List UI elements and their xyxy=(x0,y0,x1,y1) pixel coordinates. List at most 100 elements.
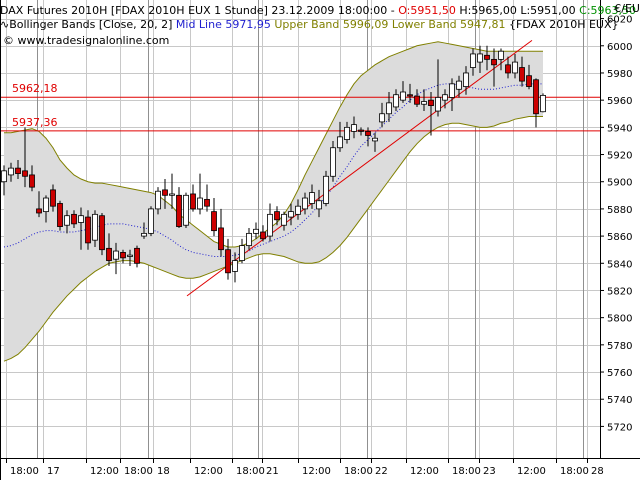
candle-down xyxy=(218,227,224,251)
candle-down xyxy=(71,213,77,225)
candle-down xyxy=(526,75,532,87)
y-tick-label: 5820 xyxy=(607,286,632,297)
candle-up xyxy=(470,53,476,68)
x-tick-label: 18:00 xyxy=(344,466,373,477)
y-axis: 5720 5740 5760 5780 5800 5820 5840 5860 5880 5900… xyxy=(600,15,632,433)
indicator-name: Bollinger Bands [Close, 20, 2] xyxy=(9,18,176,31)
candle-up xyxy=(113,250,119,260)
candle-up xyxy=(330,147,336,177)
candle-up xyxy=(372,137,378,142)
high-low-values: H:5965,00 L:5951,00 xyxy=(455,4,580,17)
candle-up xyxy=(183,194,189,226)
candle-down xyxy=(106,247,112,261)
x-tick-label: 23 xyxy=(483,466,496,477)
x-tick-label: 12:00 xyxy=(517,466,546,477)
candle-up xyxy=(498,50,504,60)
candle-up xyxy=(239,245,245,261)
horizontal-levels[interactable] xyxy=(0,96,600,132)
candle-down xyxy=(225,249,231,274)
level-label-lower: 5937,36 xyxy=(12,115,58,129)
candle-up xyxy=(386,102,392,115)
x-tick-label: 12:00 xyxy=(410,466,439,477)
indicator-header: ∿Bollinger Bands [Close, 20, 2] Mid Line… xyxy=(0,18,619,31)
candle-down xyxy=(15,167,21,174)
indicator-icon: ∿ xyxy=(0,18,10,31)
candle-up xyxy=(148,208,154,234)
candle-up xyxy=(267,213,273,237)
candle-up xyxy=(316,200,322,210)
candle-up xyxy=(232,260,238,272)
candle-down xyxy=(36,208,42,214)
x-tick-label: 22 xyxy=(375,466,388,477)
candle-down xyxy=(176,194,182,227)
candle-down xyxy=(99,215,105,251)
candle-down xyxy=(484,54,490,60)
candle-up xyxy=(477,53,483,63)
instrument-header: DAX Futures 2010H [FDAX 2010H EUX 1 Stun… xyxy=(0,4,636,17)
candle-down xyxy=(134,247,140,264)
instrument-title: DAX Futures 2010H [FDAX 2010H EUX 1 Stun… xyxy=(0,4,399,17)
y-tick-label: 5840 xyxy=(607,259,632,270)
candle-up xyxy=(302,197,308,210)
y-tick-label: 5880 xyxy=(607,205,632,216)
candle-up xyxy=(351,124,357,132)
x-tick-label: 18:00 xyxy=(452,466,481,477)
currency-label: €/EU xyxy=(614,2,640,15)
candle-down xyxy=(414,95,420,105)
candle-down xyxy=(50,189,56,207)
candle-down xyxy=(29,174,35,188)
close-value: C:5963,50 xyxy=(579,4,637,17)
candle-up xyxy=(449,83,455,98)
band-fill xyxy=(4,41,543,362)
candle-down xyxy=(428,99,434,106)
x-tick-label: 18:00 xyxy=(236,466,265,477)
copyright-text: © www.tradesignalonline.com xyxy=(3,34,170,47)
candle-up xyxy=(512,61,518,74)
candle-up xyxy=(197,197,203,210)
candle-up xyxy=(337,136,343,149)
candle-down xyxy=(204,198,210,207)
candle-up xyxy=(288,211,294,218)
candle-down xyxy=(533,79,539,115)
candle-up xyxy=(295,205,301,215)
x-tick-label: 17 xyxy=(47,466,60,477)
candle-down xyxy=(358,129,364,132)
candle-down xyxy=(365,131,371,136)
y-tick-label: 5780 xyxy=(607,341,632,352)
lower-band-line xyxy=(3,115,543,362)
candle-up xyxy=(78,215,84,223)
band-values: Upper Band 5996,09 Lower Band 5947,81 xyxy=(274,18,510,31)
candle-up xyxy=(246,232,252,247)
candle-up xyxy=(8,167,14,176)
candle-up xyxy=(540,94,546,113)
x-tick-label: 18:00 xyxy=(124,466,153,477)
candle-up xyxy=(64,215,70,226)
candle-down xyxy=(85,216,91,244)
candle-down xyxy=(162,189,168,196)
level-label-upper: 5962,18 xyxy=(12,82,58,96)
candle-down xyxy=(57,203,63,227)
x-tick-label: 18:00 xyxy=(560,466,589,477)
x-tick-label: 18 xyxy=(157,466,170,477)
y-tick-label: 5980 xyxy=(607,69,632,80)
y-tick-label: 5740 xyxy=(607,395,632,406)
candle-up xyxy=(421,101,427,105)
x-axis: 18:00 17 12:00 18:00 18 12:00 18:00 21 12:00 18:0… xyxy=(6,458,604,477)
candle-up xyxy=(344,126,350,140)
candle-up xyxy=(43,197,49,213)
y-tick-label: 5860 xyxy=(607,232,632,243)
candle-down xyxy=(519,67,525,82)
y-tick-label: 5920 xyxy=(607,151,632,162)
candle-down xyxy=(407,94,413,97)
candle-up xyxy=(169,193,175,196)
y-tick-label: 5720 xyxy=(607,422,632,433)
y-tick-label: 5960 xyxy=(607,96,632,107)
upper-band-line xyxy=(4,41,543,248)
mid-line-value: Mid Line 5971,95 xyxy=(175,18,275,31)
candle-down xyxy=(260,231,266,240)
y-tick-label: 5900 xyxy=(607,178,632,189)
candle-up xyxy=(127,254,133,257)
candle-up xyxy=(463,72,469,87)
candle-up xyxy=(1,170,7,183)
